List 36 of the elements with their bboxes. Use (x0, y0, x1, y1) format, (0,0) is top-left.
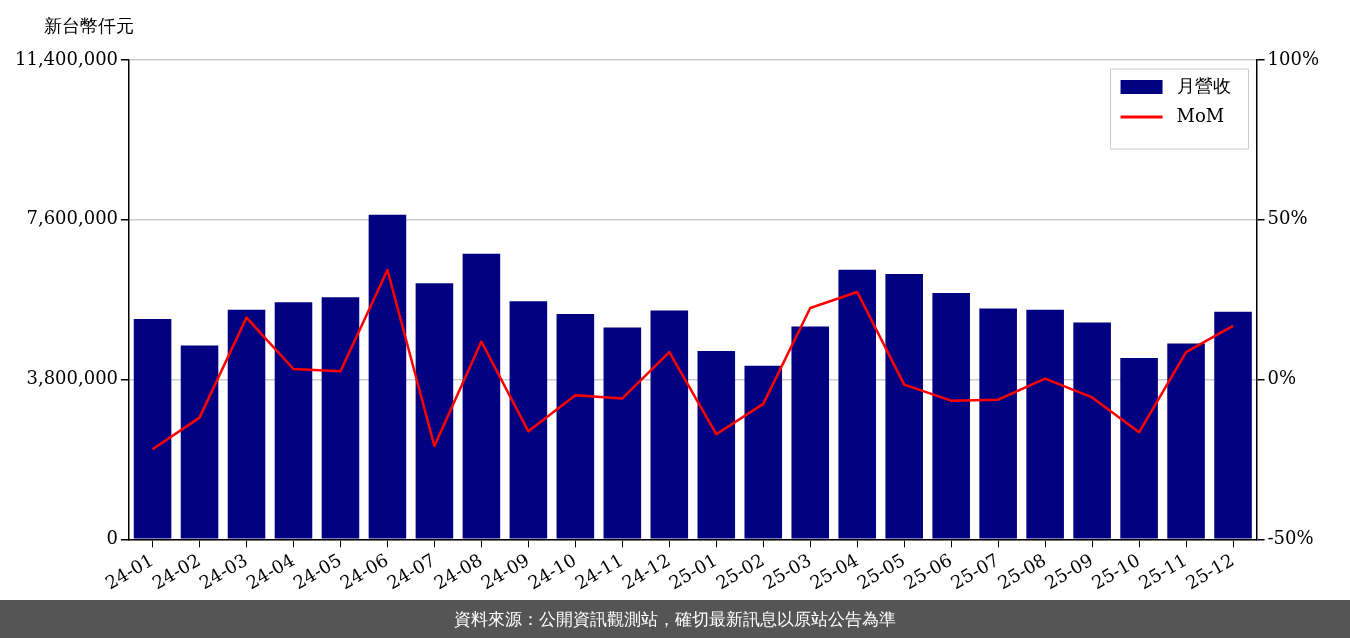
bar (838, 269, 877, 539)
bar (274, 302, 313, 539)
bar (1073, 322, 1111, 539)
bar (321, 297, 360, 539)
bar (1214, 311, 1252, 539)
bar (509, 301, 548, 539)
bar (1167, 343, 1205, 539)
bar (979, 308, 1017, 539)
bar (415, 283, 454, 539)
y-tick-label: 3,800,000 (26, 367, 119, 389)
bar (744, 365, 783, 539)
source-note: 資料來源：公開資訊觀測站，確切最新訊息以原站公告為準 (0, 600, 1350, 638)
y-tick-label: 11,400,000 (15, 47, 119, 69)
bar (227, 309, 266, 539)
bar (462, 253, 501, 539)
bar (697, 350, 736, 539)
y2-tick-label: 0% (1267, 367, 1297, 389)
bar (791, 326, 830, 539)
bar (885, 274, 923, 539)
bar (603, 327, 642, 539)
y2-tick-label: -50% (1267, 527, 1314, 549)
bar (368, 214, 407, 539)
y-tick-label: 0 (106, 527, 119, 549)
bar (650, 310, 689, 539)
bar (556, 313, 595, 539)
y-axis-title: 新台幣仟元 (44, 14, 134, 38)
bar (133, 319, 172, 539)
y2-tick-label: 100% (1267, 47, 1320, 69)
bar (1026, 309, 1064, 539)
legend-label: MoM (1176, 104, 1225, 126)
bar (180, 345, 219, 539)
y-tick-label: 7,600,000 (26, 207, 119, 229)
bar (932, 292, 970, 539)
legend-label: 月營收 (1176, 74, 1231, 96)
y2-tick-label: 50% (1267, 207, 1308, 229)
bar (1120, 358, 1158, 539)
